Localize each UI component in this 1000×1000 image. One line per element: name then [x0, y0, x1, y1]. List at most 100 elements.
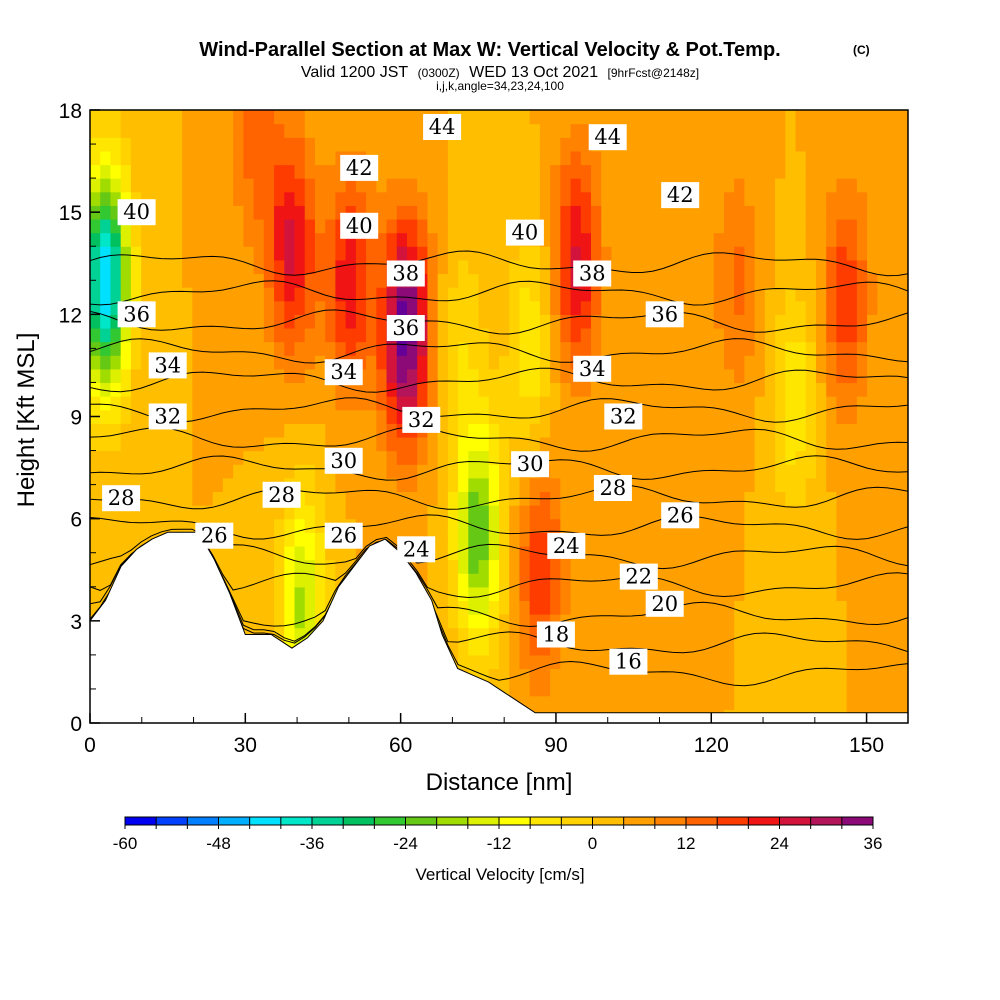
field-cell [499, 123, 510, 138]
field-cell [591, 396, 602, 411]
field-cell [642, 273, 653, 288]
field-cell [233, 314, 244, 329]
field-cell [130, 341, 142, 356]
field-cell [785, 205, 797, 220]
field-cell [550, 505, 561, 520]
field-cell [376, 423, 388, 438]
field-cell [478, 491, 490, 506]
field-cell [314, 436, 326, 452]
field-cell [539, 246, 551, 261]
field-cell [509, 545, 521, 561]
field-cell [110, 355, 122, 370]
field-cell [672, 532, 684, 547]
field-cell [877, 477, 889, 493]
field-cell [764, 205, 776, 220]
field-cell [202, 491, 214, 506]
field-cell [775, 218, 786, 234]
field-cell [509, 368, 521, 384]
field-cell [723, 545, 735, 561]
field-cell [846, 191, 858, 206]
field-cell [631, 423, 643, 438]
field-cell [621, 600, 633, 615]
field-cell [836, 341, 848, 356]
field-cell [488, 654, 500, 670]
field-cell [754, 355, 766, 370]
contour-label: 36 [123, 302, 150, 326]
field-cell [805, 545, 817, 561]
field-cell [427, 477, 439, 493]
field-cell [110, 110, 122, 125]
field-cell [775, 368, 786, 384]
field-cell [754, 327, 766, 343]
field-cell [601, 436, 613, 452]
field-cell [652, 532, 664, 547]
field-cell [785, 273, 797, 288]
field-cell [406, 341, 418, 356]
field-cell [723, 300, 735, 315]
field-cell [509, 505, 521, 520]
field-cell [509, 123, 521, 138]
field-cell [601, 695, 613, 710]
field-cell [703, 164, 715, 179]
field-cell [550, 164, 561, 179]
field-cell [314, 559, 326, 574]
field-cell [529, 382, 541, 397]
field-cell [263, 123, 275, 138]
field-cell [499, 545, 510, 561]
field-cell [775, 518, 786, 533]
field-cell [591, 600, 602, 615]
field-cell [580, 232, 592, 247]
field-cell [314, 423, 326, 438]
field-cell [304, 382, 316, 397]
field-cell [243, 559, 255, 574]
field-cell [182, 436, 193, 452]
field-cell [897, 409, 908, 424]
contour-label: 28 [108, 486, 135, 510]
field-cell [284, 436, 296, 452]
field-cell [120, 164, 132, 179]
field-cell [560, 614, 572, 629]
field-cell [591, 695, 602, 710]
field-cell [805, 477, 817, 493]
field-cell [887, 382, 899, 397]
field-cell [141, 232, 152, 247]
field-cell [867, 327, 878, 343]
field-cell [222, 137, 234, 152]
terrain-mask [90, 531, 908, 723]
contour-label: 42 [346, 156, 373, 180]
field-cell [130, 409, 142, 424]
field-cell [294, 368, 306, 384]
colorbar-tick-label: 0 [588, 834, 597, 853]
field-cell [550, 191, 561, 206]
field-cell [652, 273, 664, 288]
field-cell [151, 341, 163, 356]
field-cell [335, 327, 347, 343]
field-cell [171, 314, 183, 329]
field-cell [437, 164, 449, 179]
field-cell [550, 218, 561, 234]
field-cell [734, 586, 746, 601]
field-cell [417, 436, 429, 452]
colorbar-tick-label: 36 [864, 834, 883, 853]
field-cell [795, 436, 807, 452]
field-cell [366, 464, 377, 479]
field-cell [376, 164, 388, 179]
field-cell [386, 464, 398, 479]
field-cell [631, 110, 643, 125]
field-cell [713, 218, 725, 234]
colorbar-tick-label: -12 [487, 834, 512, 853]
field-cell [478, 436, 490, 452]
field-cell [877, 614, 889, 629]
field-cell [580, 423, 592, 438]
field-cell [386, 300, 398, 315]
field-cell [754, 110, 766, 125]
field-cell [182, 164, 193, 179]
field-cell [652, 246, 664, 261]
field-cell [212, 246, 224, 261]
colorbar-swatch [748, 817, 780, 825]
field-cell [693, 300, 705, 315]
field-cell [672, 123, 684, 138]
field-cell [406, 491, 418, 506]
field-cell [703, 191, 715, 206]
